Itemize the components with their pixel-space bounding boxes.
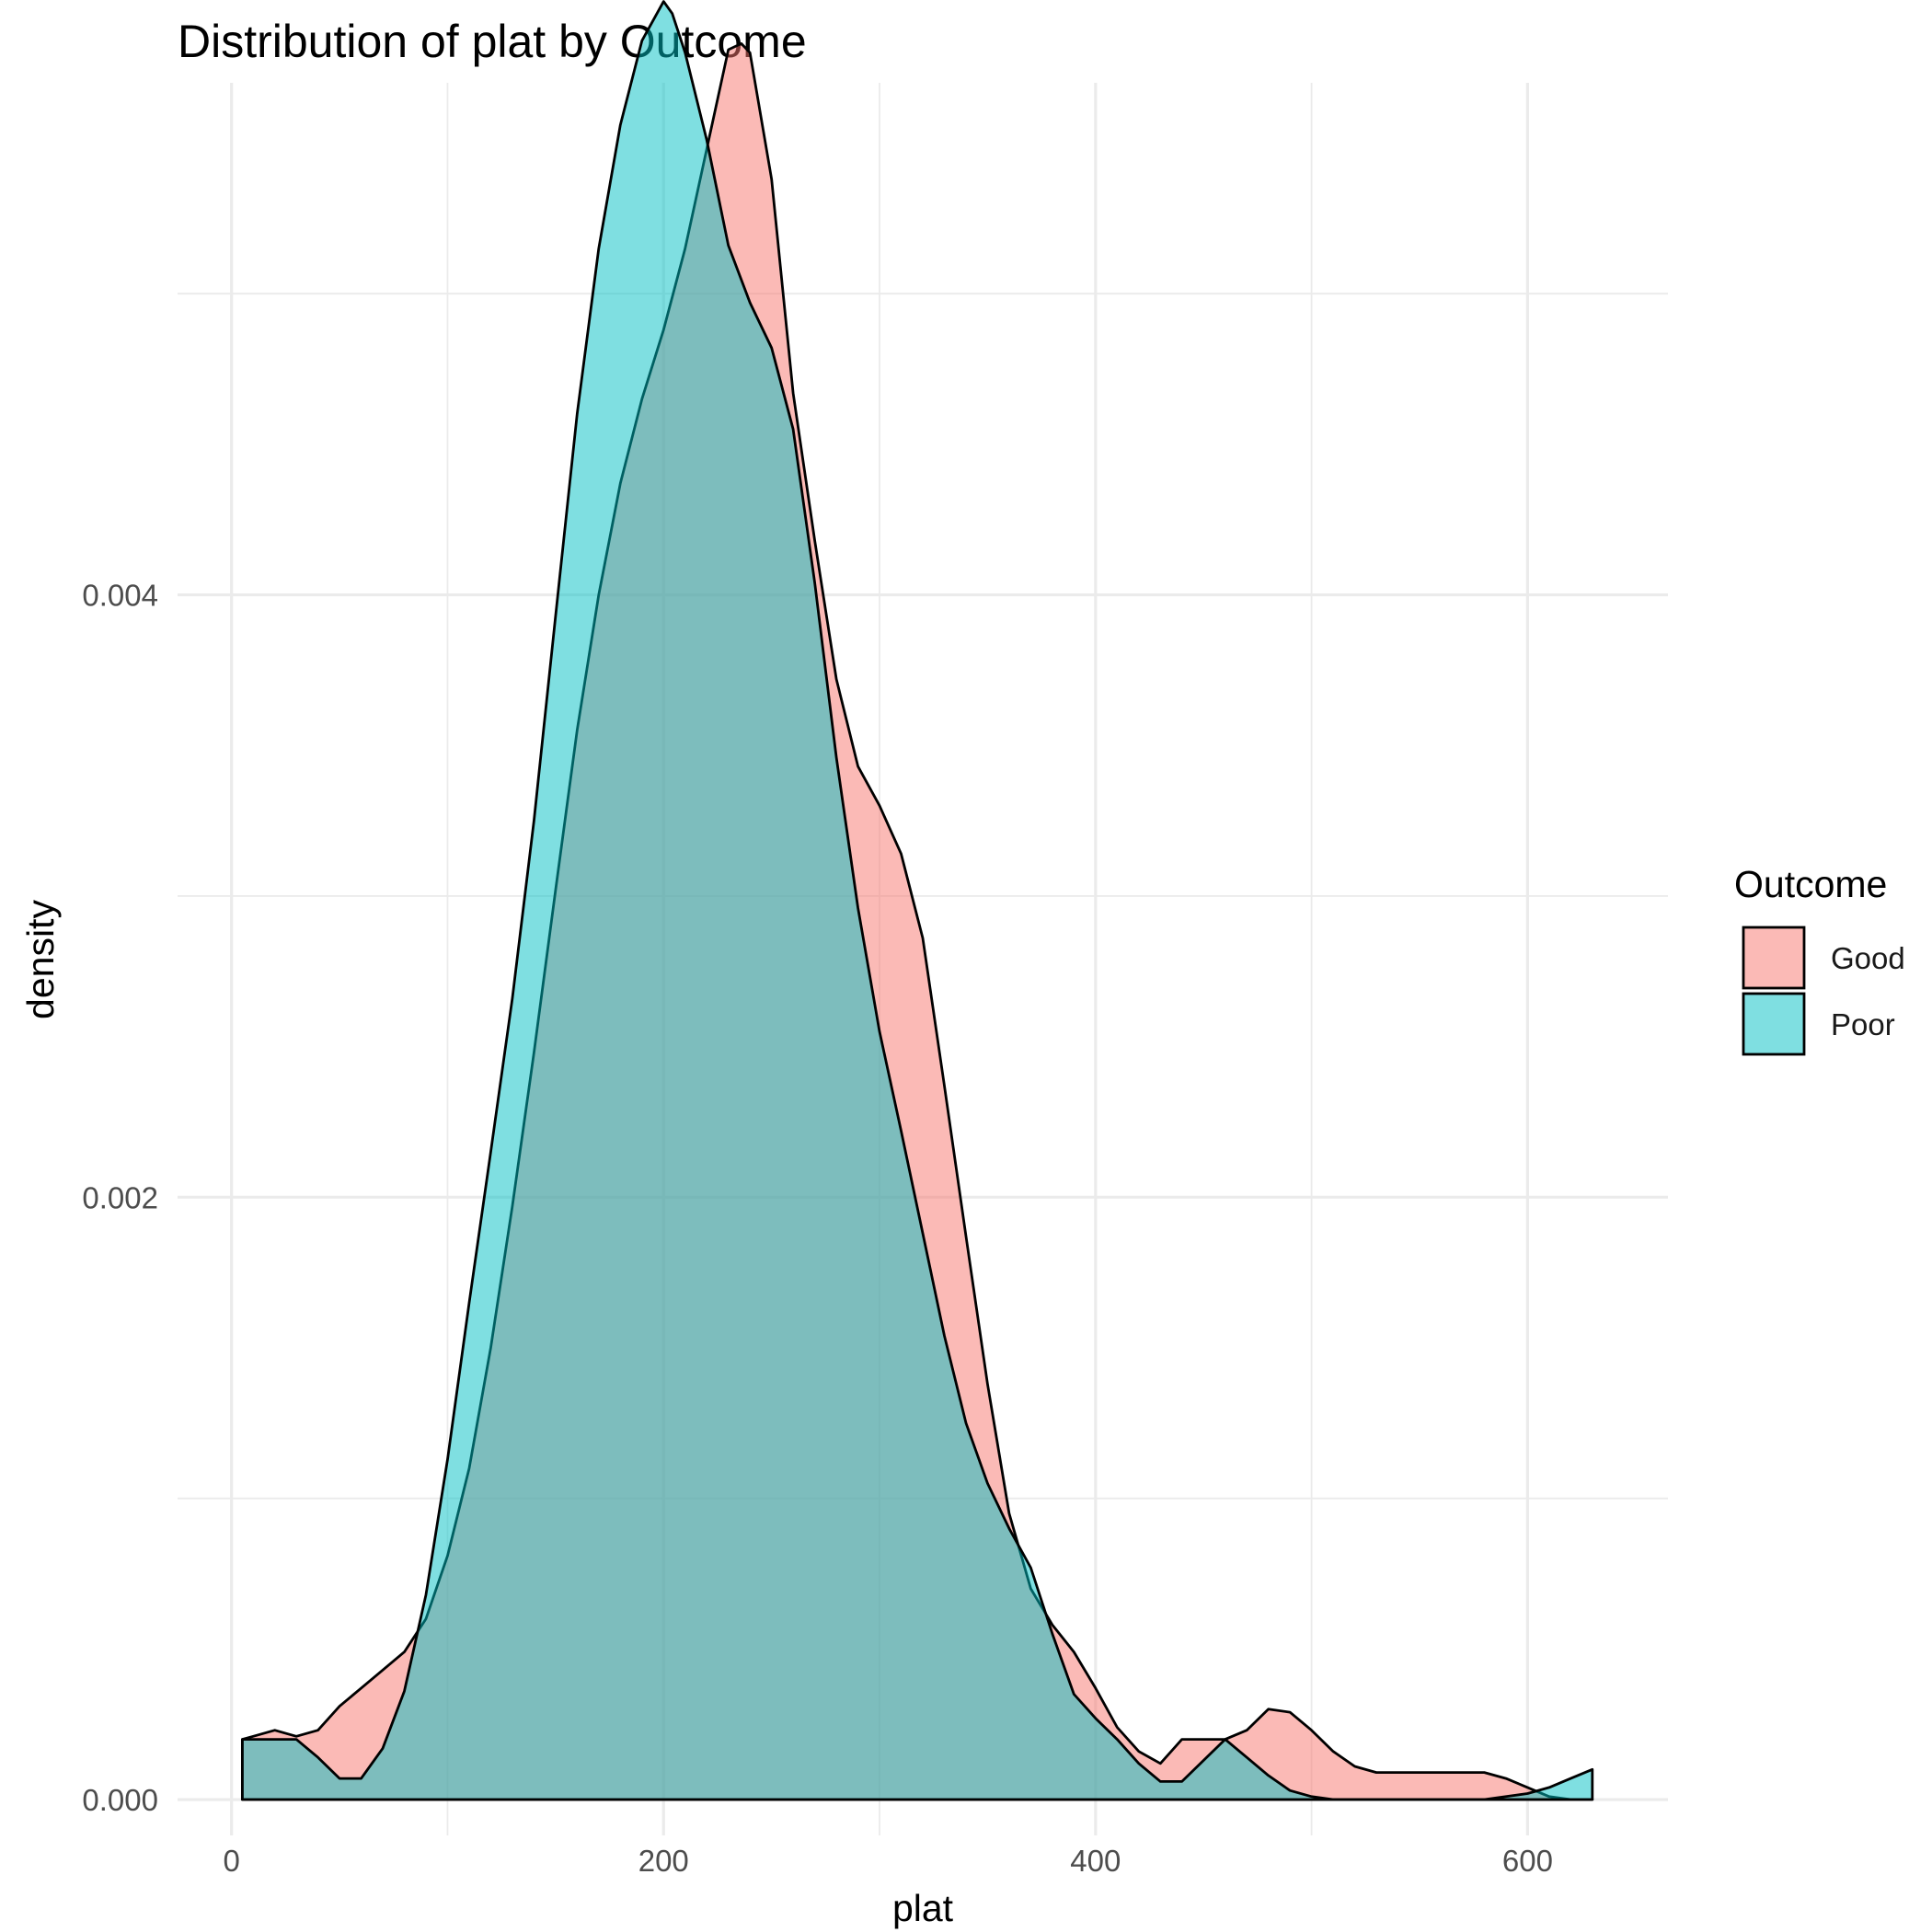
y-tick-label: 0.002 [82,1180,158,1214]
density-poor [241,0,1594,1801]
chart-title: Distribution of plat by Outcome [178,16,807,67]
legend-key-poor [1742,992,1806,1056]
legend-title: Outcome [1734,863,1887,905]
x-tick-label: 400 [1070,1844,1121,1878]
legend-label-good: Good [1831,941,1905,975]
legend: Outcome Good Poor [1734,863,1905,1056]
x-axis: 0 200 400 600 [224,1844,1553,1878]
x-tick-label: 600 [1502,1844,1553,1878]
y-tick-label: 0.000 [82,1783,158,1817]
y-tick-label: 0.004 [82,579,158,613]
y-axis-title: density [19,900,62,1019]
x-axis-title: plat [892,1887,954,1929]
density-areas [241,0,1594,1801]
legend-label-poor: Poor [1831,1007,1895,1041]
y-axis: 0.000 0.002 0.004 [82,579,158,1818]
legend-key-good [1742,926,1806,990]
x-tick-label: 0 [224,1844,240,1878]
x-tick-label: 200 [638,1844,689,1878]
